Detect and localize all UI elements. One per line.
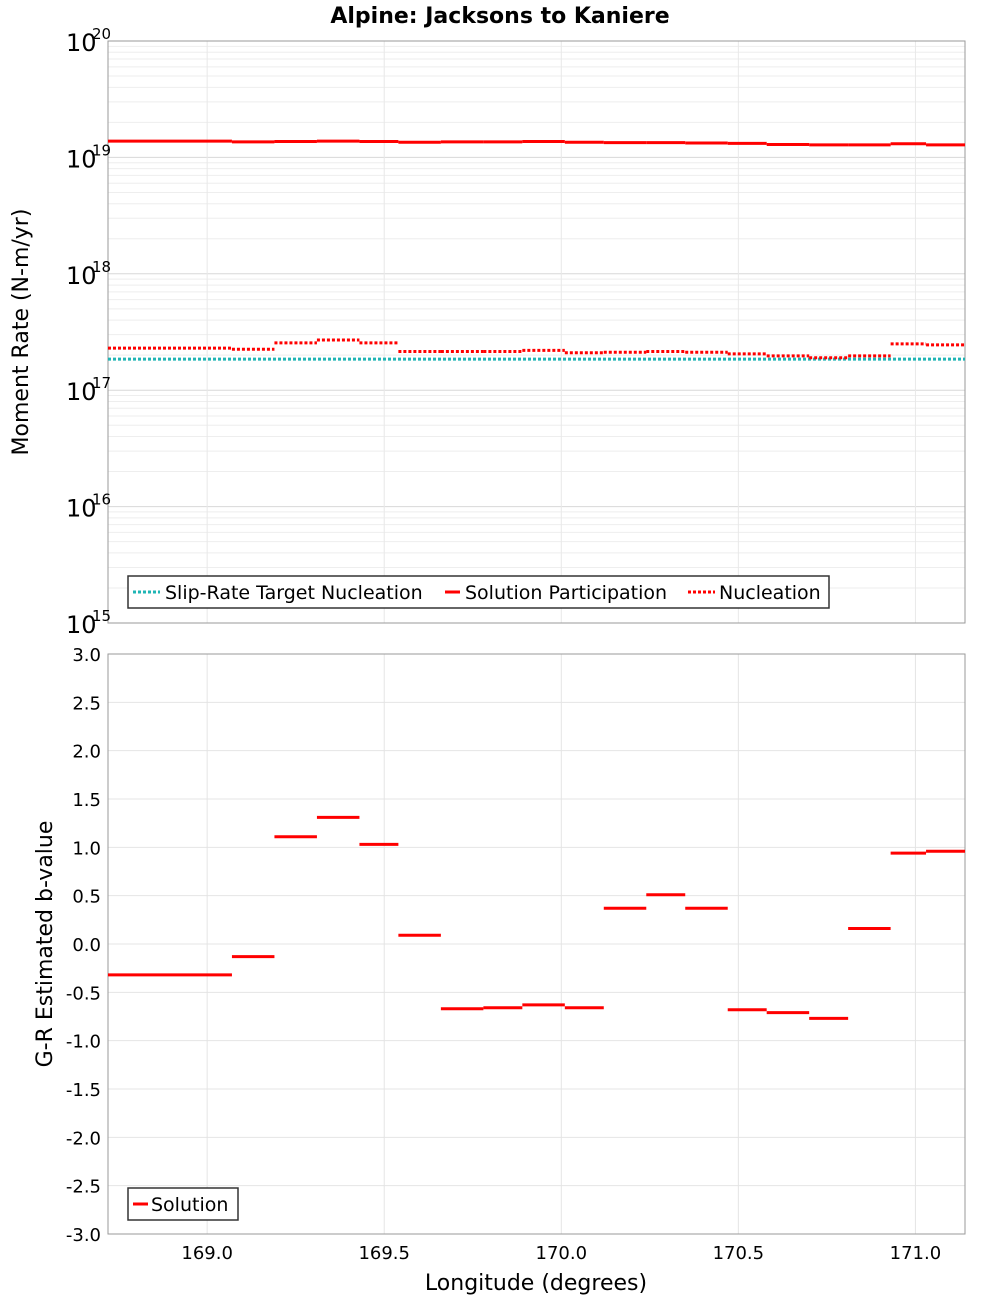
y-tick-label-exponent: 18: [92, 258, 111, 276]
y-tick-label-exponent: 16: [92, 491, 111, 509]
x-tick-label: 170.5: [713, 1243, 765, 1264]
y-tick-label: 3.0: [72, 645, 101, 666]
bottom-plot-frame: [107, 653, 966, 1235]
y-tick-label: 2.0: [72, 742, 101, 763]
x-axis-label: Longitude (degrees): [425, 1271, 647, 1296]
y-tick-label-base: 10: [66, 378, 97, 406]
y-tick-label: -3.0: [66, 1225, 101, 1246]
y-tick-label-base: 10: [66, 495, 97, 523]
x-tick-label: 171.0: [890, 1243, 942, 1264]
y-tick-label-exponent: 19: [92, 141, 111, 159]
y-tick-label-exponent: 17: [92, 374, 111, 392]
legend-label-slip-rate: Slip-Rate Target Nucleation: [165, 582, 423, 604]
y-tick-label: 1.0: [72, 838, 101, 859]
x-tick-label: 169.0: [181, 1243, 233, 1264]
top-grid: [108, 40, 965, 624]
top-plot-frame: [107, 40, 966, 624]
top-series: [108, 139, 965, 361]
y-tick-label-base: 10: [66, 611, 97, 639]
y-tick-label-exponent: 20: [92, 25, 111, 43]
legend-label-solution: Solution: [151, 1194, 228, 1216]
y-tick-label-exponent: 15: [92, 607, 111, 625]
y-tick-label: -1.0: [66, 1032, 101, 1053]
y-tick-label: 1.5: [72, 790, 101, 811]
y-tick-label-base: 10: [66, 29, 97, 57]
top-legend-box: [127, 575, 830, 609]
x-tick-label: 170.0: [536, 1243, 588, 1264]
y-tick-label: 0.0: [72, 935, 101, 956]
bottom-legend: Solution: [127, 1187, 239, 1221]
bottom-x-ticks: 169.0 169.5 170.0 170.5 171.0: [181, 1243, 941, 1264]
top-y-axis-label: Moment Rate (N-m/yr): [9, 209, 34, 456]
chart-title: Alpine: Jacksons to Kaniere: [330, 4, 669, 29]
bottom-y-ticks: -3.0 -2.5 -2.0 -1.5 -1.0 -0.5 0.0 0.5 1.0 1.5 2.0 2…: [66, 645, 101, 1246]
legend-label-nucleation: Nucleation: [719, 582, 821, 604]
bottom-series: [108, 815, 965, 1020]
legend-label-solution-participation: Solution Participation: [465, 582, 667, 604]
y-tick-label-base: 10: [66, 262, 97, 290]
x-tick-label: 169.5: [358, 1243, 410, 1264]
y-tick-label-base: 10: [66, 145, 97, 173]
y-tick-label: 0.5: [72, 887, 101, 908]
bottom-y-axis-label: G-R Estimated b-value: [33, 821, 58, 1068]
y-tick-label: -2.5: [66, 1177, 101, 1198]
top-legend: Slip-Rate Target Nucleation Solution Par…: [127, 575, 830, 609]
y-tick-label: -2.0: [66, 1128, 101, 1149]
bottom-grid: [108, 653, 965, 1235]
y-tick-label: 2.5: [72, 693, 101, 714]
y-tick-label: -0.5: [66, 983, 101, 1004]
y-tick-label: -1.5: [66, 1080, 101, 1101]
